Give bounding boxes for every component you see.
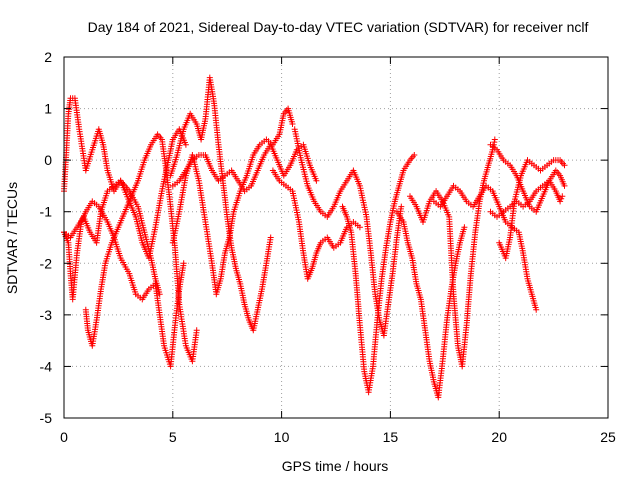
grid-lines	[64, 57, 608, 418]
y-tick-label: -5	[40, 410, 53, 426]
y-tick-label: -2	[40, 255, 53, 271]
x-tick-label: 15	[383, 429, 399, 445]
x-axis-label: GPS time / hours	[282, 458, 389, 474]
y-tick-label: -1	[40, 204, 53, 220]
series-sat-j	[339, 152, 418, 396]
series-markers	[487, 177, 566, 220]
x-tick-label: 0	[60, 429, 68, 445]
series-sat-d	[82, 131, 200, 365]
axis-ticks: 0 5 10 15 20 25 -5 -4 -3 -2 -1 0 1 2	[40, 49, 616, 445]
data-markers	[61, 74, 568, 401]
series-markers	[339, 152, 418, 396]
series-sat-e	[167, 74, 274, 334]
y-tick-label: 2	[44, 49, 52, 65]
y-tick-label: -4	[40, 358, 53, 374]
series-markers	[167, 74, 274, 334]
series-markers	[269, 167, 363, 282]
series-markers	[430, 182, 540, 313]
y-tick-label: -3	[40, 307, 53, 323]
series-markers	[407, 136, 498, 370]
series-sat-k	[393, 208, 468, 401]
x-tick-label: 20	[491, 429, 507, 445]
y-tick-label: 0	[44, 152, 52, 168]
y-axis-label: SDTVAR / TECUs	[4, 182, 20, 294]
chart-title: Day 184 of 2021, Sidereal Day-to-day VTE…	[88, 19, 589, 35]
plot-frame	[63, 56, 609, 419]
series-sat-g	[169, 105, 296, 298]
series-sat-p	[487, 177, 566, 220]
series-sat-l	[407, 136, 498, 370]
series-markers	[393, 208, 468, 401]
x-tick-label: 10	[274, 429, 290, 445]
series-sat-m	[430, 182, 540, 313]
x-tick-label: 25	[600, 429, 616, 445]
y-tick-label: 1	[44, 101, 52, 117]
series-markers	[169, 105, 296, 298]
series-markers	[82, 131, 200, 365]
series-sat-h	[269, 167, 363, 282]
x-tick-label: 5	[169, 429, 177, 445]
